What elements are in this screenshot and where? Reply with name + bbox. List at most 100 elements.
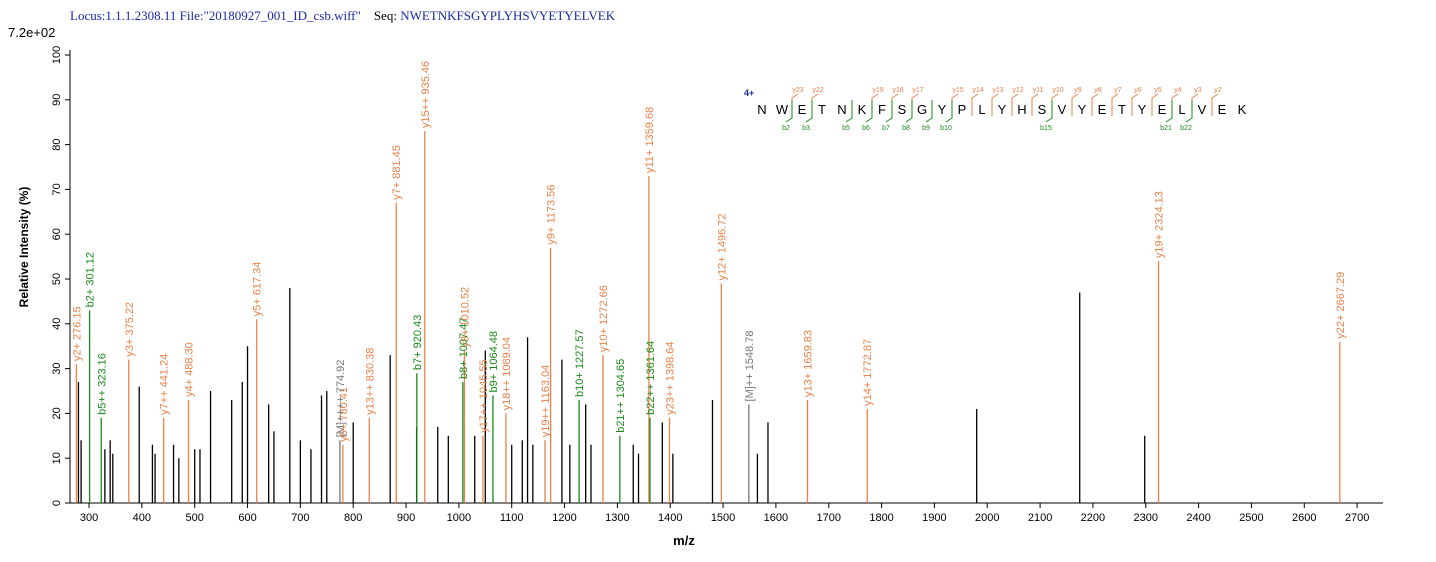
residue: S bbox=[898, 102, 907, 117]
header: Locus:1.1.1.2308.11 File:"20180927_001_I… bbox=[70, 8, 615, 24]
y-tick-label: 30 bbox=[51, 362, 63, 374]
x-tick-label: 1900 bbox=[922, 512, 946, 524]
y-ion-label: y14 bbox=[972, 87, 983, 94]
y-tick-label: 20 bbox=[51, 407, 63, 419]
y-ion-label: y12 bbox=[1012, 87, 1023, 94]
b-ion-label: b2 bbox=[782, 125, 790, 132]
b-ion-mark bbox=[785, 100, 793, 123]
y-ion-label: y8 bbox=[1094, 87, 1102, 94]
b-ion-label: b21 bbox=[1160, 125, 1172, 132]
peak-label: y13+ 1659.83 bbox=[803, 330, 815, 397]
charge: 4+ bbox=[744, 88, 754, 98]
peak-label: y2+ 276.15 bbox=[71, 306, 83, 361]
peak-label: y19++ 1163.04 bbox=[540, 365, 552, 438]
b-ion-mark bbox=[865, 100, 873, 123]
residue: L bbox=[1178, 102, 1185, 117]
y-ion-label: y23 bbox=[792, 87, 803, 94]
b-ion-label: b5 bbox=[842, 125, 850, 132]
y-ion-label: y15 bbox=[952, 87, 963, 94]
x-tick-label: 1800 bbox=[869, 512, 893, 524]
residue: W bbox=[776, 102, 789, 117]
b-ion-mark bbox=[905, 100, 913, 123]
peak-label: y17++ 1045.55 bbox=[478, 359, 490, 432]
residue: E bbox=[798, 102, 807, 117]
residue: E bbox=[1098, 102, 1107, 117]
y-ion-label: y3 bbox=[1194, 87, 1202, 94]
y-ion-mark bbox=[1131, 93, 1139, 116]
peak-label: y4+ 488.30 bbox=[184, 342, 196, 397]
peak-label: y22+ 2667.29 bbox=[1335, 272, 1347, 339]
x-tick-label: 1600 bbox=[764, 512, 788, 524]
b-ion-mark bbox=[885, 100, 893, 123]
x-tick-label: 300 bbox=[80, 512, 98, 524]
x-tick-label: 2700 bbox=[1345, 512, 1369, 524]
residue: T bbox=[818, 102, 826, 117]
x-tick-label: 2600 bbox=[1292, 512, 1316, 524]
peak-label: [M]++++ 774.92 bbox=[335, 360, 347, 438]
residue: V bbox=[1198, 102, 1207, 117]
x-tick-label: 700 bbox=[291, 512, 309, 524]
b-ion-label: b8 bbox=[902, 125, 910, 132]
peak-label: y15++ 935.46 bbox=[420, 61, 432, 128]
x-tick-label: 1400 bbox=[658, 512, 682, 524]
peak-label: y18++ 1089.04 bbox=[501, 337, 513, 410]
residue: E bbox=[1158, 102, 1167, 117]
y-ion-label: y18 bbox=[892, 87, 903, 94]
residue: S bbox=[1038, 102, 1047, 117]
y-tick-label: 0 bbox=[51, 500, 63, 506]
x-tick-label: 1300 bbox=[605, 512, 629, 524]
residue: Y bbox=[998, 102, 1007, 117]
residue: Y bbox=[1078, 102, 1087, 117]
y-tick-label: 70 bbox=[51, 183, 63, 195]
peak-label: y9+ 1173.56 bbox=[546, 185, 558, 245]
peak-label: y13++ 830.38 bbox=[364, 348, 376, 415]
y-ion-label: y13 bbox=[992, 87, 1003, 94]
peak-label: y8+ 1010.52 bbox=[459, 287, 471, 348]
scale-label: 7.2e+02 bbox=[8, 25, 56, 40]
y-ion-label: y4 bbox=[1174, 87, 1182, 94]
y-tick-label: 40 bbox=[51, 318, 63, 330]
y-ion-mark bbox=[971, 93, 979, 116]
y-ion-label: y11 bbox=[1033, 87, 1044, 94]
y-ion-label: y9 bbox=[1074, 87, 1082, 94]
b-ion-label: b6 bbox=[862, 125, 870, 132]
residue: H bbox=[1017, 102, 1026, 117]
y-ion-mark bbox=[991, 93, 999, 116]
residue: L bbox=[978, 102, 985, 117]
x-tick-label: 1700 bbox=[816, 512, 840, 524]
b-ion-mark bbox=[845, 100, 853, 123]
peak-label: y23++ 1398.64 bbox=[665, 341, 677, 414]
sequence: NWETNKFSGYPLYHSVYETYELVEK bbox=[400, 8, 616, 23]
y-ion-label: y19 bbox=[872, 87, 883, 94]
y-ion-label: y7 bbox=[1114, 87, 1122, 94]
b-ion-label: b15 bbox=[1040, 125, 1052, 132]
y-ion-mark bbox=[1011, 93, 1019, 116]
y-ion-label: y17 bbox=[912, 87, 923, 94]
x-tick-label: 2300 bbox=[1134, 512, 1158, 524]
residue: P bbox=[958, 102, 967, 117]
x-tick-label: 900 bbox=[397, 512, 415, 524]
residue: E bbox=[1218, 102, 1227, 117]
x-tick-label: 800 bbox=[344, 512, 362, 524]
peak-label: y10+ 1272.66 bbox=[598, 285, 610, 352]
x-tick-label: 500 bbox=[186, 512, 204, 524]
peak-label: b21++ 1304.65 bbox=[615, 359, 627, 433]
x-tick-label: 2000 bbox=[975, 512, 999, 524]
peak-label: y14+ 1772.87 bbox=[862, 339, 874, 406]
b-ion-mark bbox=[1165, 100, 1173, 123]
peak-label: y19+ 2324.13 bbox=[1154, 191, 1166, 258]
peak-label: b22++ 1361.64 bbox=[645, 341, 657, 415]
seq-label: Seq: bbox=[373, 8, 397, 23]
b-ion-mark bbox=[1045, 100, 1053, 123]
residue: N bbox=[837, 102, 846, 117]
peak-label: y3+ 375.22 bbox=[124, 302, 136, 357]
peak-label: y6+ 780.41 bbox=[338, 387, 350, 442]
x-tick-label: 2200 bbox=[1081, 512, 1105, 524]
residue: T bbox=[1118, 102, 1126, 117]
x-tick-label: 600 bbox=[238, 512, 256, 524]
peak-label: b2+ 301.12 bbox=[85, 252, 97, 307]
y-ion-mark bbox=[1091, 93, 1099, 116]
locus: Locus:1.1.1.2308.11 File:"20180927_001_I… bbox=[70, 8, 361, 23]
residue: V bbox=[1058, 102, 1067, 117]
